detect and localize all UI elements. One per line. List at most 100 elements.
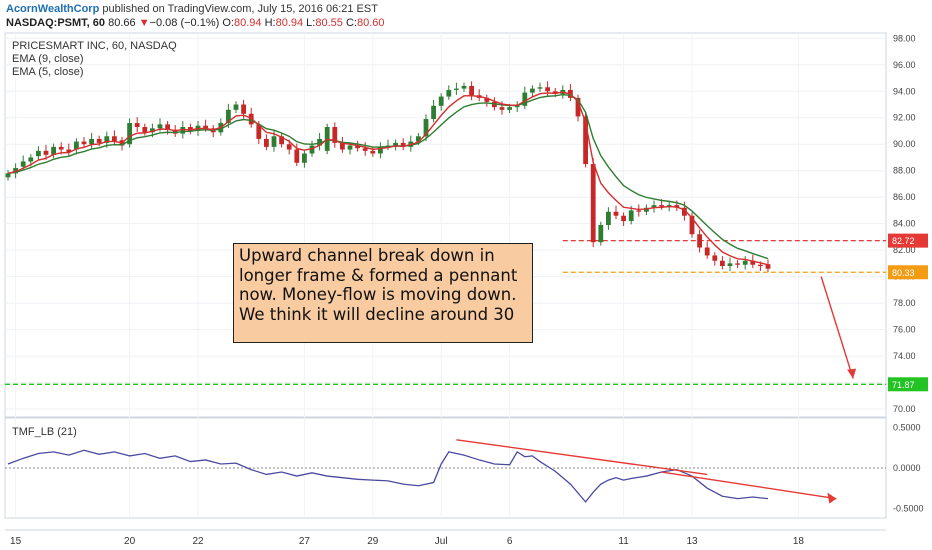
time-tick-label: Jul [435, 536, 448, 547]
candle-body [241, 104, 246, 114]
tmf-tick-label: 0.5000 [893, 423, 921, 433]
candle-body [393, 142, 398, 146]
close-value: 80.60 [356, 17, 385, 29]
price-tick-label: 70.00 [893, 404, 916, 414]
candle-body [36, 150, 41, 157]
open-value: 80.94 [233, 17, 262, 29]
candle-body [469, 85, 474, 96]
candle-body [362, 148, 368, 151]
projection-arrow [820, 276, 854, 379]
candle-body [712, 255, 718, 261]
candle-body [628, 210, 634, 222]
candle-body [127, 123, 132, 145]
low-value: 80.55 [315, 17, 343, 29]
candle-body [742, 260, 748, 265]
candle-body [446, 89, 452, 97]
candle-body [492, 101, 497, 108]
close-label: C: [345, 17, 357, 29]
author-link[interactable]: AcornWealthCorp [6, 3, 100, 15]
candle-body [666, 205, 672, 207]
candle-body [89, 138, 94, 145]
candle-body [370, 150, 376, 154]
candle-body [378, 146, 383, 154]
price-pane-border [4, 32, 887, 418]
candle-body [454, 88, 459, 90]
candle-body [514, 105, 520, 108]
candle-body [13, 168, 18, 174]
candle-body [484, 97, 490, 102]
candle-body [347, 145, 353, 150]
price-tick-label: 98.00 [893, 33, 916, 43]
candle-body [309, 145, 315, 154]
level-tag [888, 377, 928, 392]
level-tag [888, 233, 928, 248]
annotation-note: Upward channel break down in longer fram… [233, 243, 533, 343]
candle-body [575, 97, 581, 117]
candle-body [765, 264, 771, 269]
high-value: 80.94 [275, 17, 304, 29]
candle-body [43, 150, 49, 155]
candle-body [431, 105, 436, 120]
candle-body [188, 127, 193, 131]
candle-body [659, 205, 664, 207]
publish-line: AcornWealthCorp published on TradingView… [6, 2, 378, 16]
tmf-arrowhead [827, 492, 837, 504]
candle-body [279, 136, 284, 145]
price-tick-label: 94.00 [893, 86, 916, 96]
candle-body [165, 124, 170, 130]
price-tick-label: 92.00 [893, 113, 916, 123]
candle-body [651, 205, 657, 208]
candle-body [286, 144, 292, 150]
candle-body [400, 142, 406, 147]
candle-body [226, 109, 231, 124]
candle-body [51, 146, 56, 155]
price-tick-label: 78.00 [893, 298, 916, 308]
price-tick-label: 90.00 [893, 139, 916, 149]
tmf-panel [5, 439, 886, 504]
candle-body [157, 124, 163, 129]
candle-body [317, 138, 322, 146]
annotation-arrows [820, 276, 857, 379]
projection-arrowhead [847, 368, 857, 379]
candle-body [112, 136, 117, 142]
tmf-tick-label: 0.0000 [893, 463, 921, 473]
candle-body [499, 107, 505, 110]
candle-body [689, 215, 695, 235]
price-tick-label: 96.00 [893, 60, 916, 70]
down-arrow-icon: ▼ [138, 17, 150, 29]
price-tick-label: 82.00 [893, 245, 916, 255]
candle-body [598, 225, 604, 243]
time-tick-label: 29 [367, 536, 379, 547]
candle-body [20, 161, 26, 167]
ema5-legend: EMA (5, close) [12, 66, 84, 78]
candle-body [58, 146, 64, 150]
candle-body [81, 141, 87, 145]
candle-body [727, 263, 733, 267]
time-tick-label: 22 [192, 536, 204, 547]
candle-body [697, 234, 702, 248]
candle-body [233, 104, 239, 110]
candle-body [507, 107, 512, 110]
tmf-legend: TMF_LB (21) [12, 426, 77, 438]
candle-body [271, 136, 277, 147]
time-tick-label: 15 [10, 536, 22, 547]
open-label: O: [222, 17, 234, 29]
candle-body [461, 85, 467, 89]
candle-body [613, 211, 619, 216]
tmf-trendline [661, 471, 837, 500]
level-tag-label: 82.72 [892, 236, 915, 246]
candle-body [621, 215, 626, 222]
candle-body [606, 211, 611, 225]
candle-body [735, 263, 740, 265]
level-tag [888, 265, 928, 280]
level-tag-label: 71.87 [892, 380, 915, 390]
candle-body [537, 87, 543, 89]
ema9-line [7, 93, 769, 260]
candle-body [134, 123, 140, 128]
candle-body [28, 157, 34, 162]
candle-body [264, 138, 269, 147]
candle-body [66, 149, 72, 153]
candle-body [423, 119, 429, 137]
candle-body [583, 116, 588, 165]
price-tick-label: 88.00 [893, 166, 916, 176]
